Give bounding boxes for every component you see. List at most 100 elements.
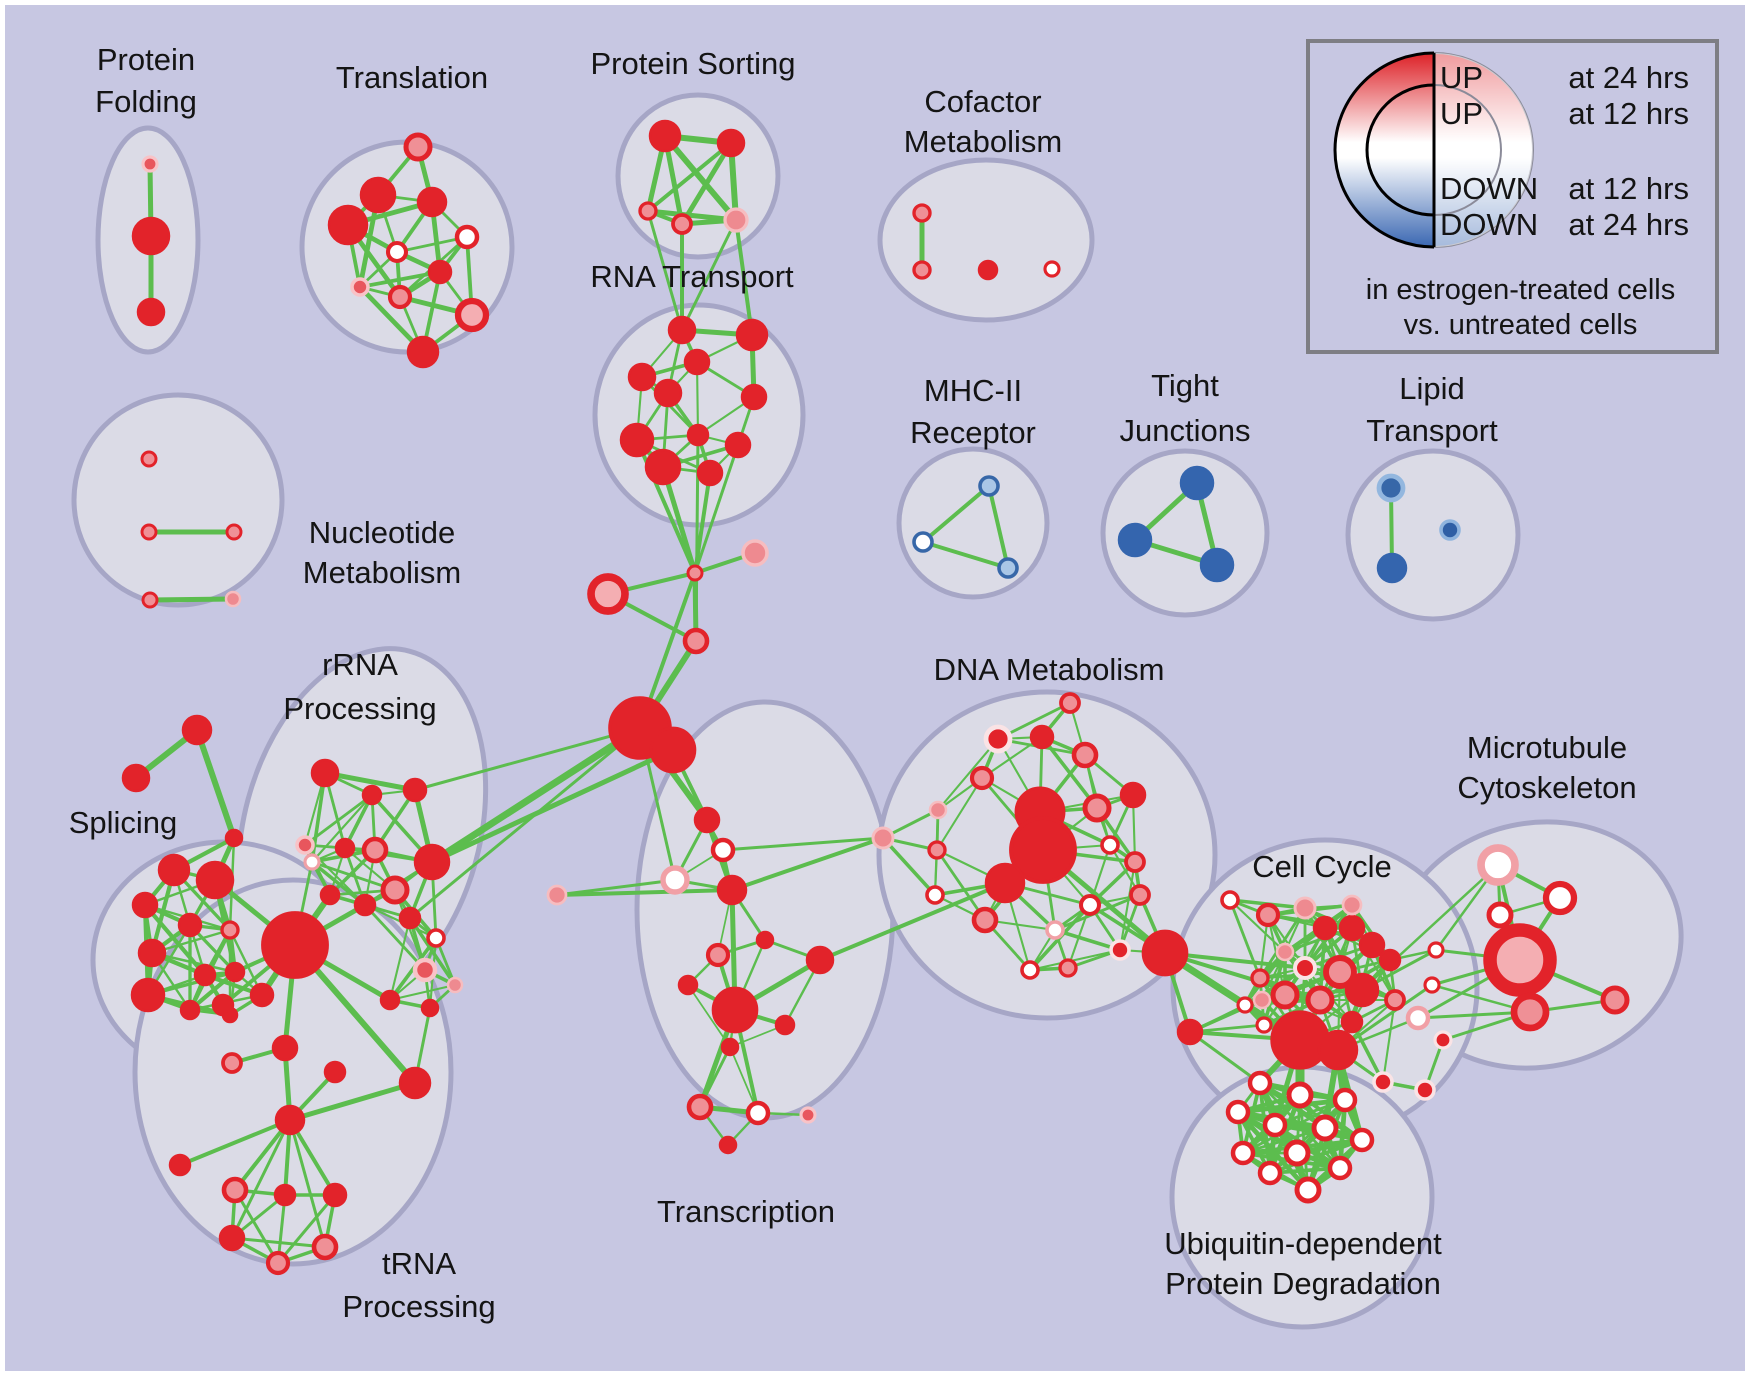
node-s4[interactable] xyxy=(177,912,203,938)
node-p5[interactable] xyxy=(723,207,749,233)
node-cc16[interactable] xyxy=(1317,1029,1359,1071)
node-tj2[interactable] xyxy=(1117,522,1153,558)
node-d21[interactable] xyxy=(1058,958,1078,978)
node-cc11[interactable] xyxy=(1250,968,1270,988)
node-s8[interactable] xyxy=(224,961,246,983)
node-R0[interactable] xyxy=(261,911,329,979)
node-g16[interactable] xyxy=(420,998,440,1018)
node-q3[interactable] xyxy=(271,1034,299,1062)
node-d3[interactable] xyxy=(1071,741,1099,769)
node-cc17[interactable] xyxy=(1270,980,1300,1010)
node-g2[interactable] xyxy=(361,784,383,806)
node-u2[interactable] xyxy=(1286,1081,1314,1109)
node-g5[interactable] xyxy=(334,837,356,859)
node-d8b[interactable] xyxy=(1009,816,1077,884)
node-s11[interactable] xyxy=(179,999,201,1021)
node-cc5[interactable] xyxy=(1358,931,1386,959)
node-cc6[interactable] xyxy=(1275,942,1295,962)
node-g13[interactable] xyxy=(426,928,446,948)
node-cc3[interactable] xyxy=(1338,914,1366,942)
node-u9[interactable] xyxy=(1283,1139,1311,1167)
node-e3[interactable] xyxy=(225,523,243,541)
node-u7[interactable] xyxy=(1349,1127,1375,1153)
node-mh1[interactable] xyxy=(978,475,1000,497)
node-f4[interactable] xyxy=(1043,260,1061,278)
node-cc4[interactable] xyxy=(1312,915,1338,941)
node-e2[interactable] xyxy=(140,523,158,541)
node-u4[interactable] xyxy=(1225,1099,1251,1125)
node-f3[interactable] xyxy=(977,259,999,281)
node-a3[interactable] xyxy=(224,828,244,848)
node-s10[interactable] xyxy=(130,977,166,1013)
node-t5[interactable] xyxy=(454,224,480,250)
node-d4[interactable] xyxy=(969,765,995,791)
node-x11[interactable] xyxy=(774,1014,796,1036)
node-g3[interactable] xyxy=(402,777,428,803)
node-m4[interactable] xyxy=(1427,941,1445,959)
node-c1[interactable] xyxy=(686,564,704,582)
node-p4[interactable] xyxy=(671,213,693,235)
node-d9[interactable] xyxy=(871,826,895,850)
node-g9[interactable] xyxy=(380,875,410,905)
node-x8[interactable] xyxy=(677,974,699,996)
node-r10[interactable] xyxy=(644,448,682,486)
node-cc21[interactable] xyxy=(1341,894,1363,916)
node-s9[interactable] xyxy=(249,982,275,1008)
node-d7[interactable] xyxy=(1119,781,1147,809)
node-s6[interactable] xyxy=(137,938,167,968)
node-e5[interactable] xyxy=(224,590,242,608)
node-x4[interactable] xyxy=(716,874,748,906)
node-l1[interactable] xyxy=(1376,473,1406,503)
node-d2[interactable] xyxy=(1029,724,1055,750)
node-q11[interactable] xyxy=(218,1224,246,1252)
node-u5[interactable] xyxy=(1262,1112,1288,1138)
node-x6[interactable] xyxy=(755,930,775,950)
node-cc22[interactable] xyxy=(1378,948,1402,972)
node-a2[interactable] xyxy=(121,763,151,793)
node-f2[interactable] xyxy=(912,260,932,280)
node-g15[interactable] xyxy=(379,989,401,1011)
node-t7[interactable] xyxy=(427,259,453,285)
node-cc20[interactable] xyxy=(1220,890,1240,910)
node-c4[interactable] xyxy=(682,627,710,655)
node-h2[interactable] xyxy=(649,726,697,774)
node-u8[interactable] xyxy=(1230,1140,1256,1166)
node-r5[interactable] xyxy=(653,378,683,408)
node-g12[interactable] xyxy=(319,884,341,906)
node-d15[interactable] xyxy=(1129,884,1151,906)
node-pf2[interactable] xyxy=(131,216,171,256)
node-u3[interactable] xyxy=(1332,1087,1358,1113)
node-cc2[interactable] xyxy=(1293,896,1317,920)
node-m7[interactable] xyxy=(1405,1005,1431,1031)
node-g10[interactable] xyxy=(353,893,377,917)
node-x14[interactable] xyxy=(745,1100,771,1126)
node-u1[interactable] xyxy=(1247,1070,1273,1096)
node-r7[interactable] xyxy=(619,422,655,458)
node-m8[interactable] xyxy=(1433,1030,1453,1050)
node-l2[interactable] xyxy=(1376,552,1408,584)
node-mh2[interactable] xyxy=(912,531,934,553)
node-cc14[interactable] xyxy=(1255,1016,1273,1034)
node-u6[interactable] xyxy=(1311,1114,1339,1142)
node-s5[interactable] xyxy=(220,920,240,940)
node-cc25[interactable] xyxy=(1340,1010,1364,1034)
node-t6[interactable] xyxy=(385,240,409,264)
node-p3[interactable] xyxy=(638,201,658,221)
node-m10[interactable] xyxy=(1600,985,1630,1015)
node-pf3[interactable] xyxy=(136,297,166,327)
node-mh3[interactable] xyxy=(997,557,1019,579)
node-d13[interactable] xyxy=(984,862,1026,904)
node-s2[interactable] xyxy=(195,860,235,900)
node-d6[interactable] xyxy=(1082,793,1112,823)
node-cc0[interactable] xyxy=(1176,1018,1204,1046)
node-d23[interactable] xyxy=(1141,929,1189,977)
node-u10[interactable] xyxy=(1327,1155,1353,1181)
node-m1[interactable] xyxy=(1477,844,1519,886)
node-g6[interactable] xyxy=(303,853,321,871)
node-g8[interactable] xyxy=(413,843,451,881)
node-r9[interactable] xyxy=(724,431,752,459)
node-d11[interactable] xyxy=(1100,835,1120,855)
node-d20[interactable] xyxy=(1020,960,1040,980)
node-r4[interactable] xyxy=(627,362,657,392)
node-m2[interactable] xyxy=(1542,880,1578,916)
